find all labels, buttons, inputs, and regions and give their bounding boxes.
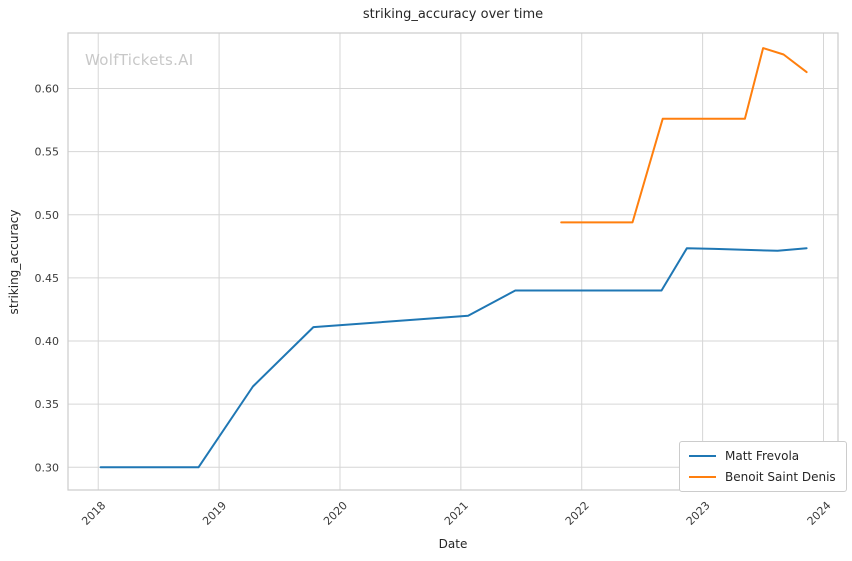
x-tick-label: 2018 (79, 499, 108, 528)
x-tick-label: 2021 (442, 499, 471, 528)
legend-item-label: Benoit Saint Denis (725, 469, 836, 484)
legend-line-sample (689, 475, 716, 478)
y-tick-label: 0.30 (35, 461, 60, 474)
series-line-matt-frevola (99, 247, 808, 469)
y-axis-label: striking_accuracy (7, 209, 21, 315)
y-tick-label: 0.55 (35, 146, 60, 159)
legend-item: Matt Frevola (689, 447, 836, 464)
series-line-benoit-saint-denis (560, 47, 808, 224)
x-tick-label: 2023 (684, 499, 713, 528)
x-tick-label: 2024 (805, 499, 834, 528)
legend-item-label: Matt Frevola (725, 448, 800, 463)
y-tick-label: 0.60 (35, 83, 60, 96)
y-tick-label: 0.35 (35, 398, 60, 411)
legend-line-sample (689, 454, 716, 457)
chart-title: striking_accuracy over time (362, 7, 544, 22)
plot-border (67, 32, 839, 491)
watermark: WolfTickets.AI (85, 51, 194, 69)
x-tick-label: 2022 (563, 499, 592, 528)
y-tick-label: 0.50 (35, 209, 60, 222)
y-tick-label: 0.45 (35, 272, 60, 285)
x-tick-label: 2019 (200, 499, 229, 528)
x-axis-label: Date (438, 537, 468, 551)
legend-box: Matt Frevola Benoit Saint Denis (679, 441, 847, 492)
legend-item: Benoit Saint Denis (689, 468, 836, 485)
y-tick-label: 0.40 (35, 335, 60, 348)
x-tick-label: 2020 (321, 499, 350, 528)
